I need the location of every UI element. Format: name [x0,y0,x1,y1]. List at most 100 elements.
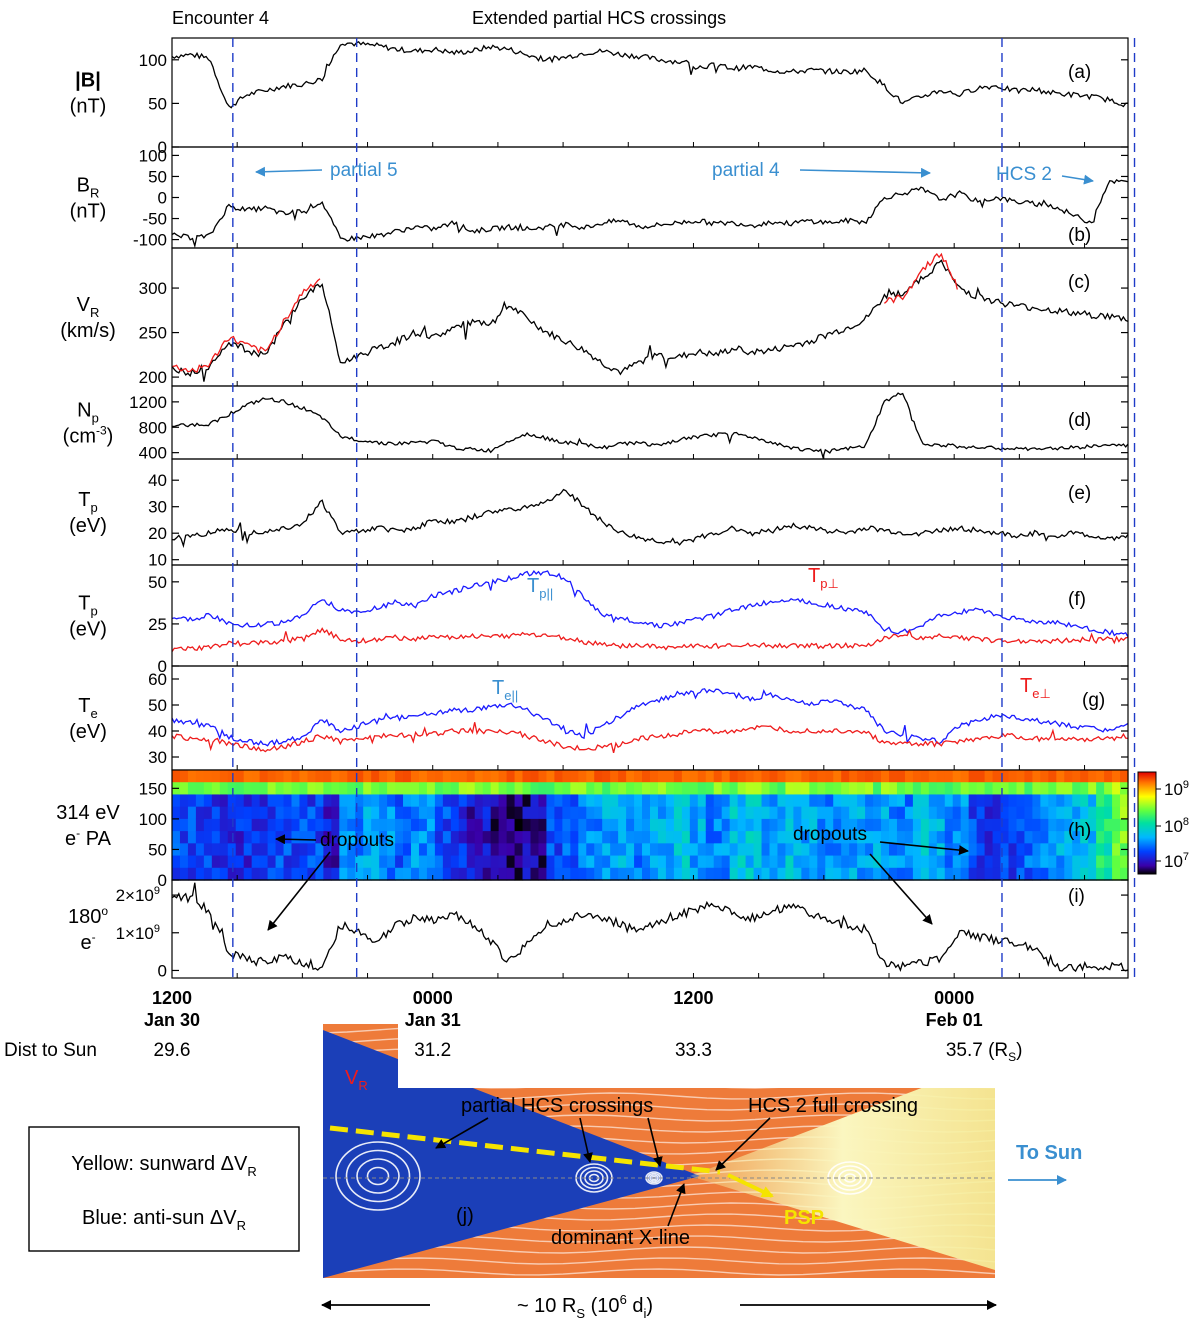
heatmap-cell [984,855,994,869]
heatmap-cell [657,831,667,844]
heatmap-cell [482,818,492,832]
heatmap-cell [570,867,579,881]
heatmap-cell [928,806,938,820]
heatmap-cell [697,782,707,796]
heatmap-cell [1008,855,1018,869]
heatmap-cell [411,782,420,796]
heatmap-cell [203,867,213,881]
heatmap-cell [809,818,818,832]
heatmap-cell [793,794,802,808]
heatmap-cell [347,831,356,844]
heatmap-cell [992,843,1002,857]
panel-letter: (g) [1082,690,1105,711]
heatmap-cell [793,855,802,869]
heatmap-cell [817,782,826,796]
heatmap-cell [442,794,452,808]
heatmap-cell [570,794,579,808]
heatmap-cell [211,831,221,844]
heatmap-cell [833,855,842,869]
heatmap-cell [283,867,293,881]
island-contour [356,1158,400,1194]
heatmap-cell [1072,843,1081,857]
y-axis-title: Tp [78,593,97,619]
heatmap-cell [426,831,436,844]
heatmap-cell [626,831,635,844]
heatmap-cell [211,770,221,783]
heatmap-cell [546,855,555,869]
heatmap-cell [904,855,914,869]
heatmap-cell [626,782,635,796]
heatmap-cell [498,794,508,808]
heatmap-cell [172,770,181,783]
heatmap-cell [602,831,611,844]
heatmap-cell [1112,794,1121,808]
heatmap-cell [785,782,794,796]
heatmap-cell [219,867,229,881]
heatmap-cell [538,794,548,808]
heatmap-cell [1000,867,1010,881]
heatmap-cell [450,770,460,783]
x-tick-distance: 29.6 [154,1040,191,1061]
heatmap-cell [976,794,986,808]
heatmap-cell [1072,818,1081,832]
heatmap-cell [713,818,723,832]
heatmap-cell [243,770,253,783]
heatmap-cell [514,770,524,783]
panel-letter: (c) [1068,272,1090,293]
heatmap-cell [618,843,627,857]
field-line [323,1280,995,1286]
heatmap-cell [307,843,316,857]
heatmap-cell [650,867,659,881]
legend-box: Yellow: sunward ΔVR Blue: anti-sun ΔVR [28,1126,300,1252]
heatmap-cell [889,867,898,881]
heatmap-cell [1080,843,1089,857]
heatmap-cell [1104,770,1113,783]
heatmap-cell [1040,782,1049,796]
heatmap-cell [363,855,372,869]
heatmap-cell [554,843,563,857]
heatmap-cell [928,855,938,869]
heatmap-cell [1088,855,1097,869]
heatmap-cell [857,818,866,832]
heatmap-cell [1040,867,1049,881]
heatmap-cell [769,818,779,832]
x-tick-distance: 31.2 [414,1040,451,1061]
heatmap-cell [602,806,611,820]
heatmap-cell [626,818,635,832]
heatmap-cell [904,794,914,808]
heatmap-cell [1048,818,1057,832]
heatmap-cell [387,831,396,844]
heatmap-cell [809,855,818,869]
arrow-partial-3 [647,1117,663,1167]
island-contour [579,1166,609,1190]
heatmap-cell [825,867,834,881]
heatmap-cell [777,794,787,808]
heatmap-cell [195,831,205,844]
heatmap-cell [705,782,715,796]
label-tp-par: Tp|| [527,575,553,601]
heatmap-cell [849,770,858,783]
heatmap-cell [753,843,763,857]
heatmap-cell [785,818,794,832]
heatmap-cell [323,843,332,857]
heatmap-cell [355,770,364,783]
heatmap-cell [379,794,388,808]
heatmap-cell [881,867,890,881]
heatmap-cell [896,782,906,796]
heatmap-cell [347,794,356,808]
heatmap-cell [219,855,229,869]
heatmap-cell [920,806,930,820]
heatmap-cell [1040,818,1049,832]
heatmap-cell [841,818,850,832]
heatmap-cell [506,770,516,783]
x-tick-time: 1200 [673,988,713,1008]
heatmap-cell [458,794,468,808]
heatmap-cell [1064,818,1073,832]
heatmap-cell [172,794,181,808]
heatmap-cell [626,770,635,783]
heatmap-cell [984,806,994,820]
heatmap-cell [984,843,994,857]
heatmap-cell [458,806,468,820]
heatmap-cell [650,794,659,808]
heatmap-cell [761,855,771,869]
